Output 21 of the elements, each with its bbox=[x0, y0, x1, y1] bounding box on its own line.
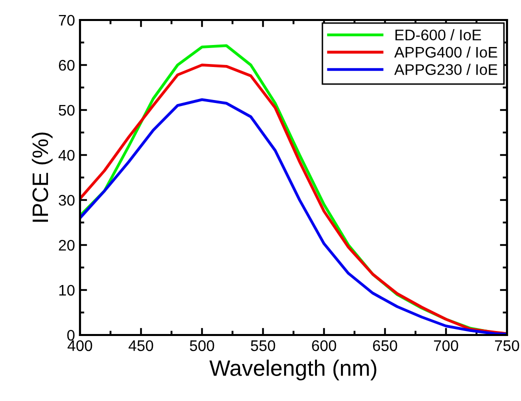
y-tick-label: 40 bbox=[58, 150, 75, 161]
x-axis-title: Wavelength (nm) bbox=[209, 360, 376, 380]
y-tick-label: 50 bbox=[58, 104, 75, 116]
legend-label: APPG230 / IoE bbox=[394, 64, 498, 75]
y-axis-title: IPCE (%) bbox=[32, 132, 53, 222]
legend-label: APPG400 / IoE bbox=[394, 46, 498, 58]
y-tick-label: 70 bbox=[58, 14, 75, 26]
x-tick-label: 550 bbox=[250, 340, 276, 352]
y-tick-label: 60 bbox=[58, 60, 75, 71]
x-tick-label: 400 bbox=[68, 340, 92, 352]
x-tick-label: 600 bbox=[312, 340, 336, 352]
x-tick-label: 700 bbox=[434, 340, 458, 352]
legend-label: ED-600 / IoE bbox=[395, 29, 482, 40]
x-tick-label: 750 bbox=[495, 340, 520, 352]
y-tick-label: 0 bbox=[67, 330, 75, 341]
y-tick-label: 20 bbox=[58, 240, 75, 251]
x-tick-label: 500 bbox=[190, 340, 214, 352]
x-tick-label: 450 bbox=[128, 340, 154, 352]
y-tick-label: 10 bbox=[59, 284, 75, 296]
y-tick-label: 30 bbox=[58, 194, 75, 206]
x-tick-label: 650 bbox=[373, 340, 398, 352]
